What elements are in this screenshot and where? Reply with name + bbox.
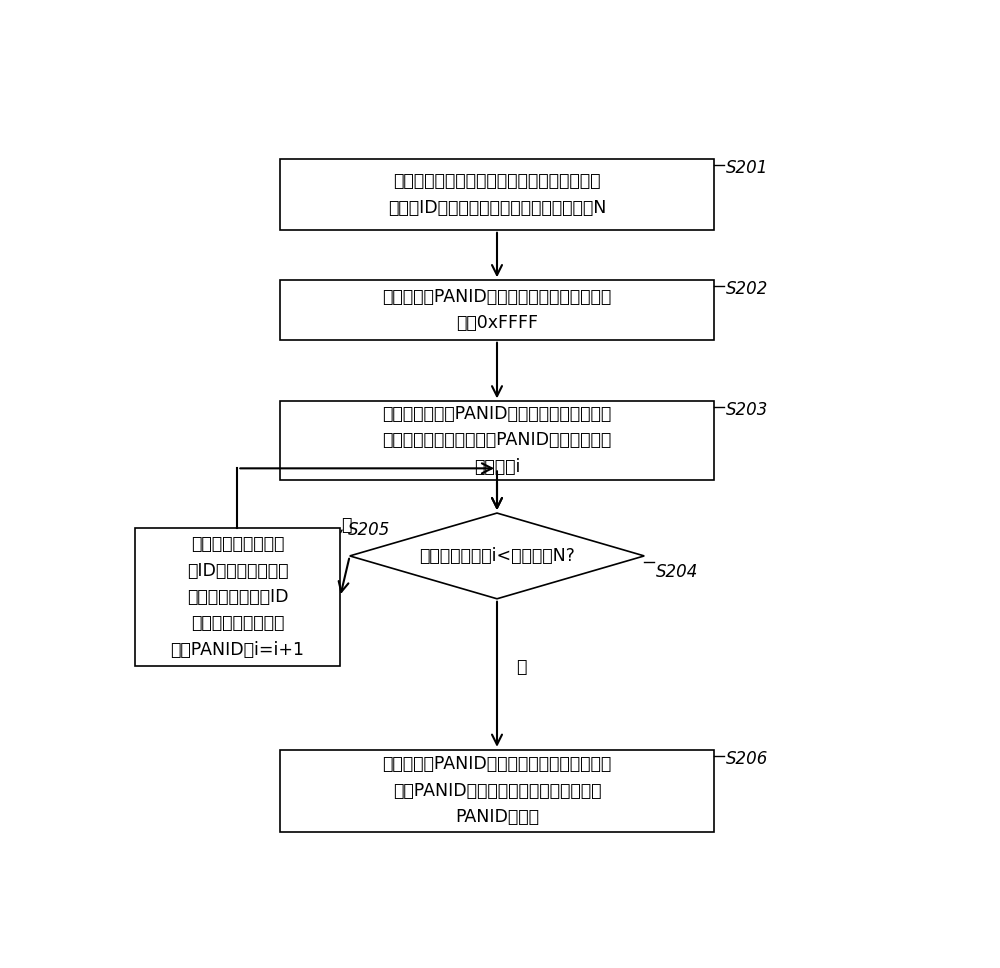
Text: 如果一逆变器的序列
号ID和第一广播命令
中带有的一序列号ID
相同，则修改该逆变
器的PANID，i=i+1: 如果一逆变器的序列 号ID和第一广播命令 中带有的一序列号ID 相同，则修改该逆…	[170, 535, 304, 658]
FancyBboxPatch shape	[280, 749, 714, 832]
Text: 在通信器中输入逆变器系统中的所有逆变器的
序列号ID，通信器计算出逆变器的第一数目N: 在通信器中输入逆变器系统中的所有逆变器的 序列号ID，通信器计算出逆变器的第一数…	[388, 172, 606, 217]
Polygon shape	[350, 513, 644, 599]
Text: S203: S203	[726, 402, 768, 419]
Text: 当前的第二数目i<第一数目N?: 当前的第二数目i<第一数目N?	[419, 547, 575, 565]
FancyBboxPatch shape	[280, 159, 714, 229]
Text: 否: 否	[516, 658, 527, 676]
Text: 通信器将其PANID由临时标识符修改为自己本
身的PANID，使通信器和逆变器在同一个
PANID下通信: 通信器将其PANID由临时标识符修改为自己本 身的PANID，使通信器和逆变器在…	[382, 755, 612, 826]
Text: S206: S206	[726, 749, 768, 768]
Text: S204: S204	[656, 563, 698, 582]
Text: 是: 是	[341, 516, 351, 533]
Text: S201: S201	[726, 159, 768, 177]
FancyBboxPatch shape	[135, 528, 340, 666]
Text: S205: S205	[348, 521, 390, 538]
Text: 通信器发出修改PANID的第一广播命令，并从
零开始逐个统计修改了其PANID的逆变器的一
第二数目i: 通信器发出修改PANID的第一广播命令，并从 零开始逐个统计修改了其PANID的…	[382, 405, 612, 476]
FancyBboxPatch shape	[280, 280, 714, 340]
FancyBboxPatch shape	[280, 402, 714, 479]
Text: 将通信器的PANID临时设置为一临时标识符，
例如0xFFFF: 将通信器的PANID临时设置为一临时标识符， 例如0xFFFF	[382, 287, 612, 332]
Text: S202: S202	[726, 280, 768, 298]
